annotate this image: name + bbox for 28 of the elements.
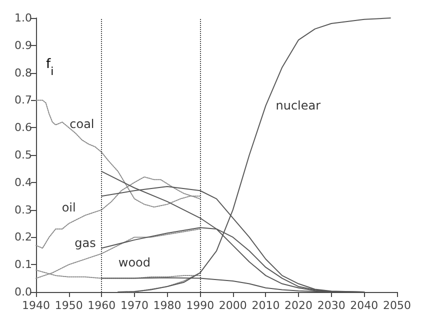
x-tick-label: 1940 xyxy=(22,299,50,312)
x-tick-label: 1950 xyxy=(54,299,83,312)
x-tick-label: 1960 xyxy=(88,299,116,312)
y-tick-label: 0.6 xyxy=(14,121,32,134)
y-tick-label: 0.7 xyxy=(14,94,32,107)
annotation: coal xyxy=(70,116,94,131)
x-tick-label: 2000 xyxy=(218,299,247,312)
x-tick-label: 2020 xyxy=(284,299,313,312)
x-tick-label: 2040 xyxy=(350,299,378,312)
y-tick-label: 0.1 xyxy=(14,258,32,272)
x-tick-label: 2030 xyxy=(317,299,346,312)
y-tick-label: 0.0 xyxy=(14,286,32,298)
y-tick-label: 1.0 xyxy=(14,12,32,24)
x-tick-label: 1990 xyxy=(186,299,214,312)
y-tick-label: 0.5 xyxy=(14,148,32,162)
annotation: wood xyxy=(118,255,151,270)
x-tick-label: 1970 xyxy=(120,299,148,312)
x-tick-label: 2010 xyxy=(252,299,280,312)
x-tick-label: 1980 xyxy=(153,299,182,312)
y-tick-label: 0.9 xyxy=(14,38,32,52)
y-tick-label: 0.3 xyxy=(14,203,32,216)
annotation: gas xyxy=(74,236,96,250)
y-tick-label: 0.4 xyxy=(14,176,32,189)
y-tick-label: 0.2 xyxy=(14,230,32,244)
y-tick-label: 0.8 xyxy=(14,66,32,80)
annotation: oil xyxy=(62,200,76,214)
x-tick-label: 2050 xyxy=(383,299,412,312)
annotation: nuclear xyxy=(276,98,321,113)
